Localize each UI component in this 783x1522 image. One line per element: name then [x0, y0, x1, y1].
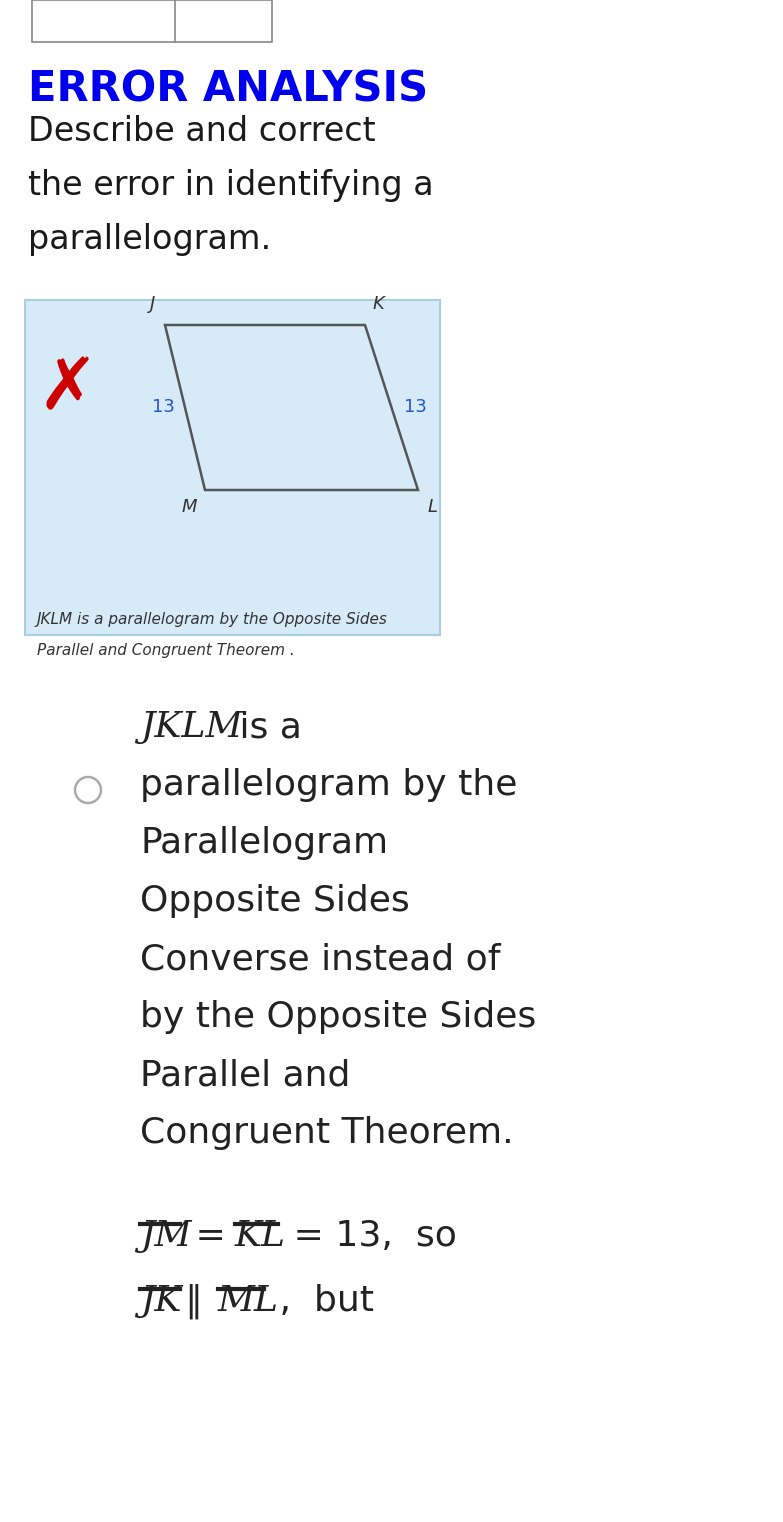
Text: ,  but: , but — [268, 1285, 374, 1318]
FancyBboxPatch shape — [25, 300, 440, 635]
Text: KL: KL — [235, 1219, 286, 1253]
Text: Opposite Sides: Opposite Sides — [140, 884, 410, 918]
Text: ✗: ✗ — [38, 355, 98, 425]
Text: parallelogram.: parallelogram. — [28, 224, 271, 256]
Text: parallelogram by the: parallelogram by the — [140, 769, 518, 802]
Text: by the Opposite Sides: by the Opposite Sides — [140, 1000, 536, 1033]
Text: ML: ML — [218, 1285, 279, 1318]
Text: is a: is a — [228, 709, 302, 744]
Text: 13: 13 — [404, 399, 427, 417]
Bar — [32, 0, 272, 43]
Text: M: M — [182, 498, 197, 516]
Text: ERROR ANALYSIS: ERROR ANALYSIS — [28, 68, 428, 110]
Text: JM: JM — [140, 1219, 192, 1253]
Text: ∥: ∥ — [184, 1285, 202, 1320]
Text: JKLM: JKLM — [140, 709, 243, 744]
Text: L: L — [428, 498, 438, 516]
Text: Parallel and Congruent Theorem .: Parallel and Congruent Theorem . — [37, 642, 294, 658]
Text: Congruent Theorem.: Congruent Theorem. — [140, 1116, 514, 1151]
Text: Parallelogram: Parallelogram — [140, 826, 388, 860]
Text: =: = — [184, 1219, 237, 1253]
Text: Converse instead of: Converse instead of — [140, 942, 500, 976]
Text: J: J — [150, 295, 155, 314]
Text: the error in identifying a: the error in identifying a — [28, 169, 434, 202]
Text: JKLM is a parallelogram by the Opposite Sides: JKLM is a parallelogram by the Opposite … — [37, 612, 388, 627]
Text: K: K — [373, 295, 384, 314]
Text: Parallel and: Parallel and — [140, 1058, 350, 1091]
Text: 13: 13 — [152, 399, 175, 417]
Text: JK: JK — [140, 1285, 182, 1318]
Text: Describe and correct: Describe and correct — [28, 116, 376, 148]
Text: = 13,  so: = 13, so — [282, 1219, 456, 1253]
